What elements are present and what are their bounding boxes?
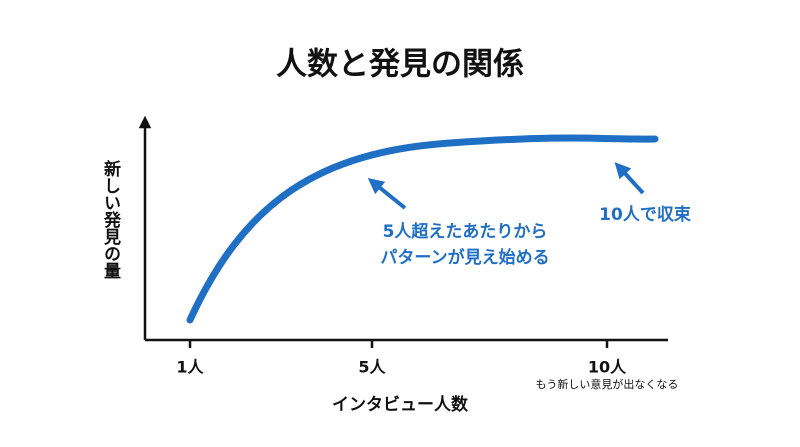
annotation: パターンが見え始める	[380, 247, 549, 268]
x-label: 5人	[358, 358, 386, 377]
y-axis-label: 新しい発見の量	[100, 159, 122, 279]
arrow	[367, 177, 407, 210]
annotation: 10人で収束	[599, 204, 691, 225]
x-axis-label: インタビュー人数	[332, 394, 469, 415]
x-note: もう新しい意見が出なくなる	[536, 377, 679, 391]
arrow	[614, 162, 645, 195]
curve	[186, 134, 659, 324]
x-label: 10人	[588, 358, 627, 377]
title: 人数と発見の関係	[276, 47, 524, 83]
annotation: 5人超えたあたりから	[383, 221, 548, 242]
x-label: 1人	[176, 358, 204, 377]
